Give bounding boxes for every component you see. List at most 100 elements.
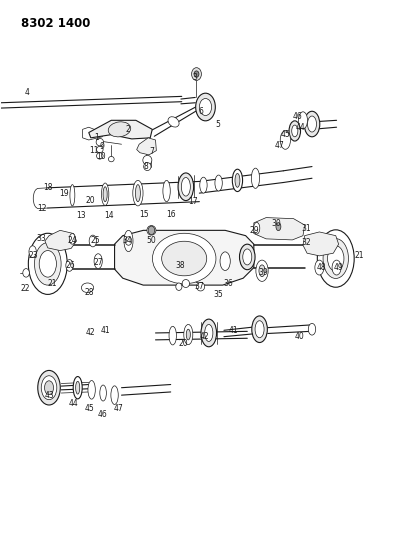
Ellipse shape <box>143 156 152 165</box>
Text: 24: 24 <box>67 237 77 246</box>
Text: 30: 30 <box>271 220 281 229</box>
Text: 18: 18 <box>43 183 53 192</box>
Ellipse shape <box>44 381 53 394</box>
Circle shape <box>192 68 201 80</box>
Ellipse shape <box>186 329 190 340</box>
Text: 1: 1 <box>95 133 99 142</box>
Ellipse shape <box>201 319 217 347</box>
Ellipse shape <box>182 279 189 287</box>
Text: 21: 21 <box>47 279 57 288</box>
Ellipse shape <box>252 168 260 188</box>
Text: 14: 14 <box>104 212 114 221</box>
Ellipse shape <box>181 177 190 196</box>
Text: 47: 47 <box>114 405 124 414</box>
Ellipse shape <box>243 249 252 265</box>
Ellipse shape <box>81 283 94 293</box>
Text: 31: 31 <box>301 224 311 233</box>
Text: 48: 48 <box>316 263 326 272</box>
Ellipse shape <box>317 230 354 287</box>
Text: 25: 25 <box>90 237 100 246</box>
Text: 50: 50 <box>147 237 156 246</box>
Text: 23: 23 <box>29 252 38 260</box>
Ellipse shape <box>152 233 216 284</box>
Ellipse shape <box>307 116 316 132</box>
Circle shape <box>148 226 155 235</box>
Circle shape <box>23 269 29 277</box>
Ellipse shape <box>196 93 215 121</box>
Ellipse shape <box>70 184 75 206</box>
Ellipse shape <box>39 251 56 277</box>
Text: 20: 20 <box>178 339 188 348</box>
Ellipse shape <box>235 173 240 187</box>
Text: 42: 42 <box>85 328 95 337</box>
Text: 2: 2 <box>125 125 130 134</box>
Ellipse shape <box>220 252 230 270</box>
Ellipse shape <box>96 139 104 146</box>
Ellipse shape <box>280 131 291 149</box>
Ellipse shape <box>315 260 324 275</box>
Text: 41: 41 <box>229 326 238 335</box>
Ellipse shape <box>28 233 67 294</box>
Circle shape <box>194 71 199 77</box>
Ellipse shape <box>254 222 260 234</box>
Ellipse shape <box>162 241 207 276</box>
Ellipse shape <box>97 147 103 153</box>
Ellipse shape <box>94 254 102 269</box>
Text: 21: 21 <box>354 252 364 260</box>
Text: 45: 45 <box>85 405 95 414</box>
Ellipse shape <box>102 183 109 205</box>
Ellipse shape <box>196 282 205 291</box>
Text: 29: 29 <box>249 226 259 235</box>
Ellipse shape <box>136 184 141 201</box>
Ellipse shape <box>38 370 60 405</box>
Ellipse shape <box>35 243 61 285</box>
Text: 40: 40 <box>295 332 305 341</box>
Text: 13: 13 <box>76 212 85 221</box>
Ellipse shape <box>200 177 207 193</box>
Ellipse shape <box>108 122 131 137</box>
Polygon shape <box>303 232 339 256</box>
Text: 44: 44 <box>296 123 305 132</box>
Text: 6: 6 <box>199 107 204 116</box>
Ellipse shape <box>109 157 114 162</box>
Text: 47: 47 <box>275 141 284 150</box>
Ellipse shape <box>147 225 156 235</box>
Text: 22: 22 <box>21 284 30 293</box>
Text: 7: 7 <box>150 147 155 156</box>
Ellipse shape <box>103 187 107 201</box>
Ellipse shape <box>323 239 349 278</box>
Ellipse shape <box>88 381 95 399</box>
Polygon shape <box>89 120 152 139</box>
Ellipse shape <box>232 169 242 191</box>
Polygon shape <box>45 230 76 251</box>
Text: 42: 42 <box>200 332 210 341</box>
Ellipse shape <box>304 111 320 137</box>
Ellipse shape <box>163 180 170 201</box>
Text: 46: 46 <box>293 112 302 121</box>
Ellipse shape <box>332 260 341 275</box>
Text: 49: 49 <box>334 263 344 272</box>
Ellipse shape <box>205 325 213 342</box>
Polygon shape <box>137 138 156 155</box>
Ellipse shape <box>97 153 103 159</box>
Text: 17: 17 <box>188 197 198 206</box>
Ellipse shape <box>100 385 106 401</box>
Text: 19: 19 <box>59 189 69 198</box>
Text: 41: 41 <box>100 326 110 335</box>
Polygon shape <box>83 127 102 140</box>
Text: 9: 9 <box>100 142 105 151</box>
Ellipse shape <box>215 175 222 191</box>
Ellipse shape <box>29 246 36 257</box>
Ellipse shape <box>76 381 80 394</box>
Ellipse shape <box>169 326 176 345</box>
Text: 20: 20 <box>85 196 95 205</box>
Ellipse shape <box>255 321 264 338</box>
Text: 4: 4 <box>25 87 30 96</box>
Ellipse shape <box>111 386 118 405</box>
Ellipse shape <box>176 283 182 290</box>
Ellipse shape <box>328 246 344 271</box>
Ellipse shape <box>276 223 281 231</box>
Text: 36: 36 <box>223 279 233 288</box>
Text: 5: 5 <box>215 119 220 128</box>
Ellipse shape <box>292 125 298 137</box>
